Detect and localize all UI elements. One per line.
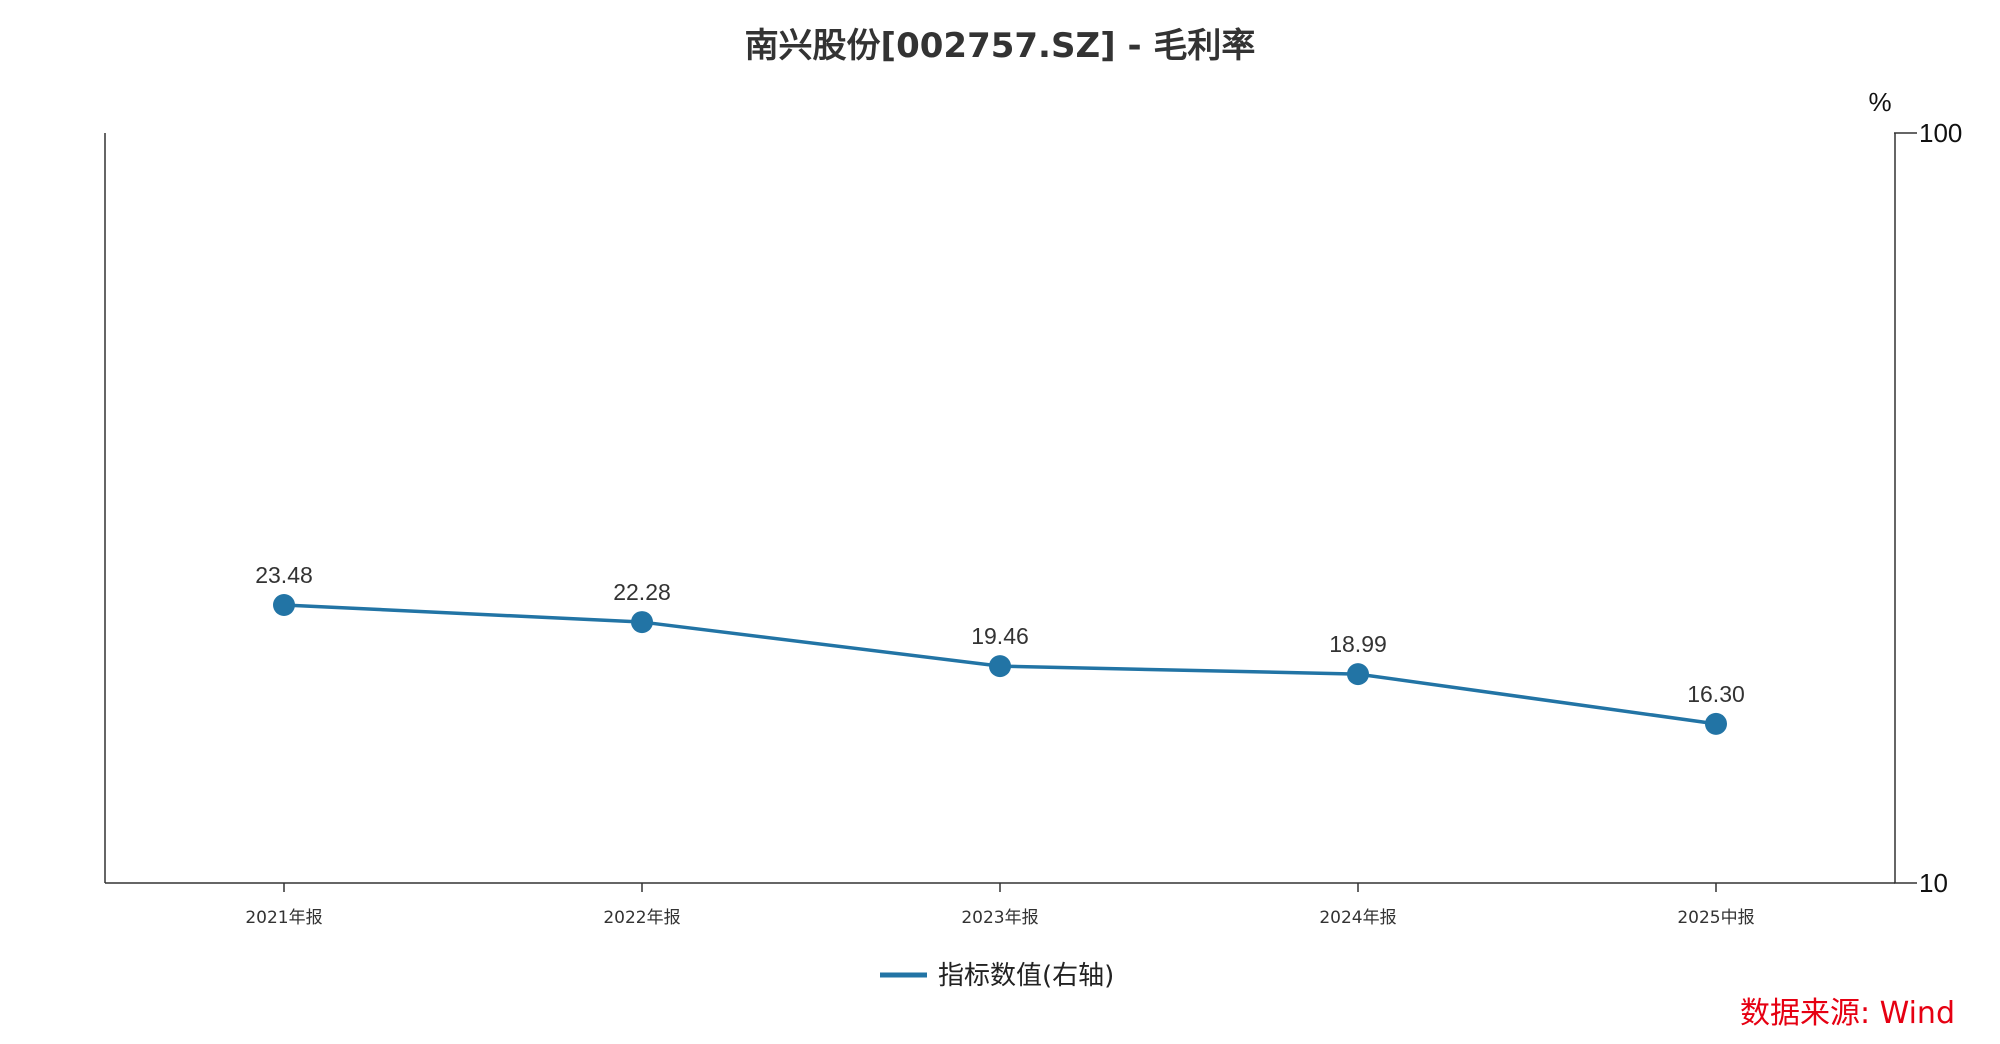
data-label: 16.30 xyxy=(1687,681,1745,707)
legend-label: 指标数值(右轴) xyxy=(938,961,1114,991)
data-point[interactable] xyxy=(989,655,1011,678)
x-tick-label: 2022年报 xyxy=(603,908,680,928)
data-point[interactable] xyxy=(1705,712,1727,735)
data-label: 19.46 xyxy=(971,623,1029,649)
x-axis-ticks: 2021年报 2022年报 2023年报 2024年报 2025中报 xyxy=(245,883,1755,928)
data-label: 18.99 xyxy=(1329,631,1387,657)
x-tick-label: 2021年报 xyxy=(245,908,322,928)
axes xyxy=(104,133,1896,884)
x-tick-label: 2023年报 xyxy=(961,908,1038,928)
series-layer: 23.48 22.28 19.46 18.99 16.30 xyxy=(255,562,1745,735)
y-tick-label: 10 xyxy=(1919,868,1948,898)
y-axis-ticks: 100 10 xyxy=(1894,118,1962,898)
data-point[interactable] xyxy=(273,593,295,616)
y-axis-unit-label: % xyxy=(1868,87,1891,117)
data-label: 23.48 xyxy=(255,562,313,588)
y-tick-label: 100 xyxy=(1919,118,1962,148)
data-source-note: 数据来源: Wind xyxy=(1740,996,1955,1031)
x-tick-label: 2025中报 xyxy=(1677,908,1754,928)
legend[interactable]: 指标数值(右轴) xyxy=(880,961,1114,991)
data-point[interactable] xyxy=(1347,663,1369,686)
x-tick-label: 2024年报 xyxy=(1319,908,1396,928)
data-label: 22.28 xyxy=(613,579,671,605)
data-point[interactable] xyxy=(631,611,653,634)
chart-title: 南兴股份[002757.SZ] - 毛利率 xyxy=(745,26,1256,66)
